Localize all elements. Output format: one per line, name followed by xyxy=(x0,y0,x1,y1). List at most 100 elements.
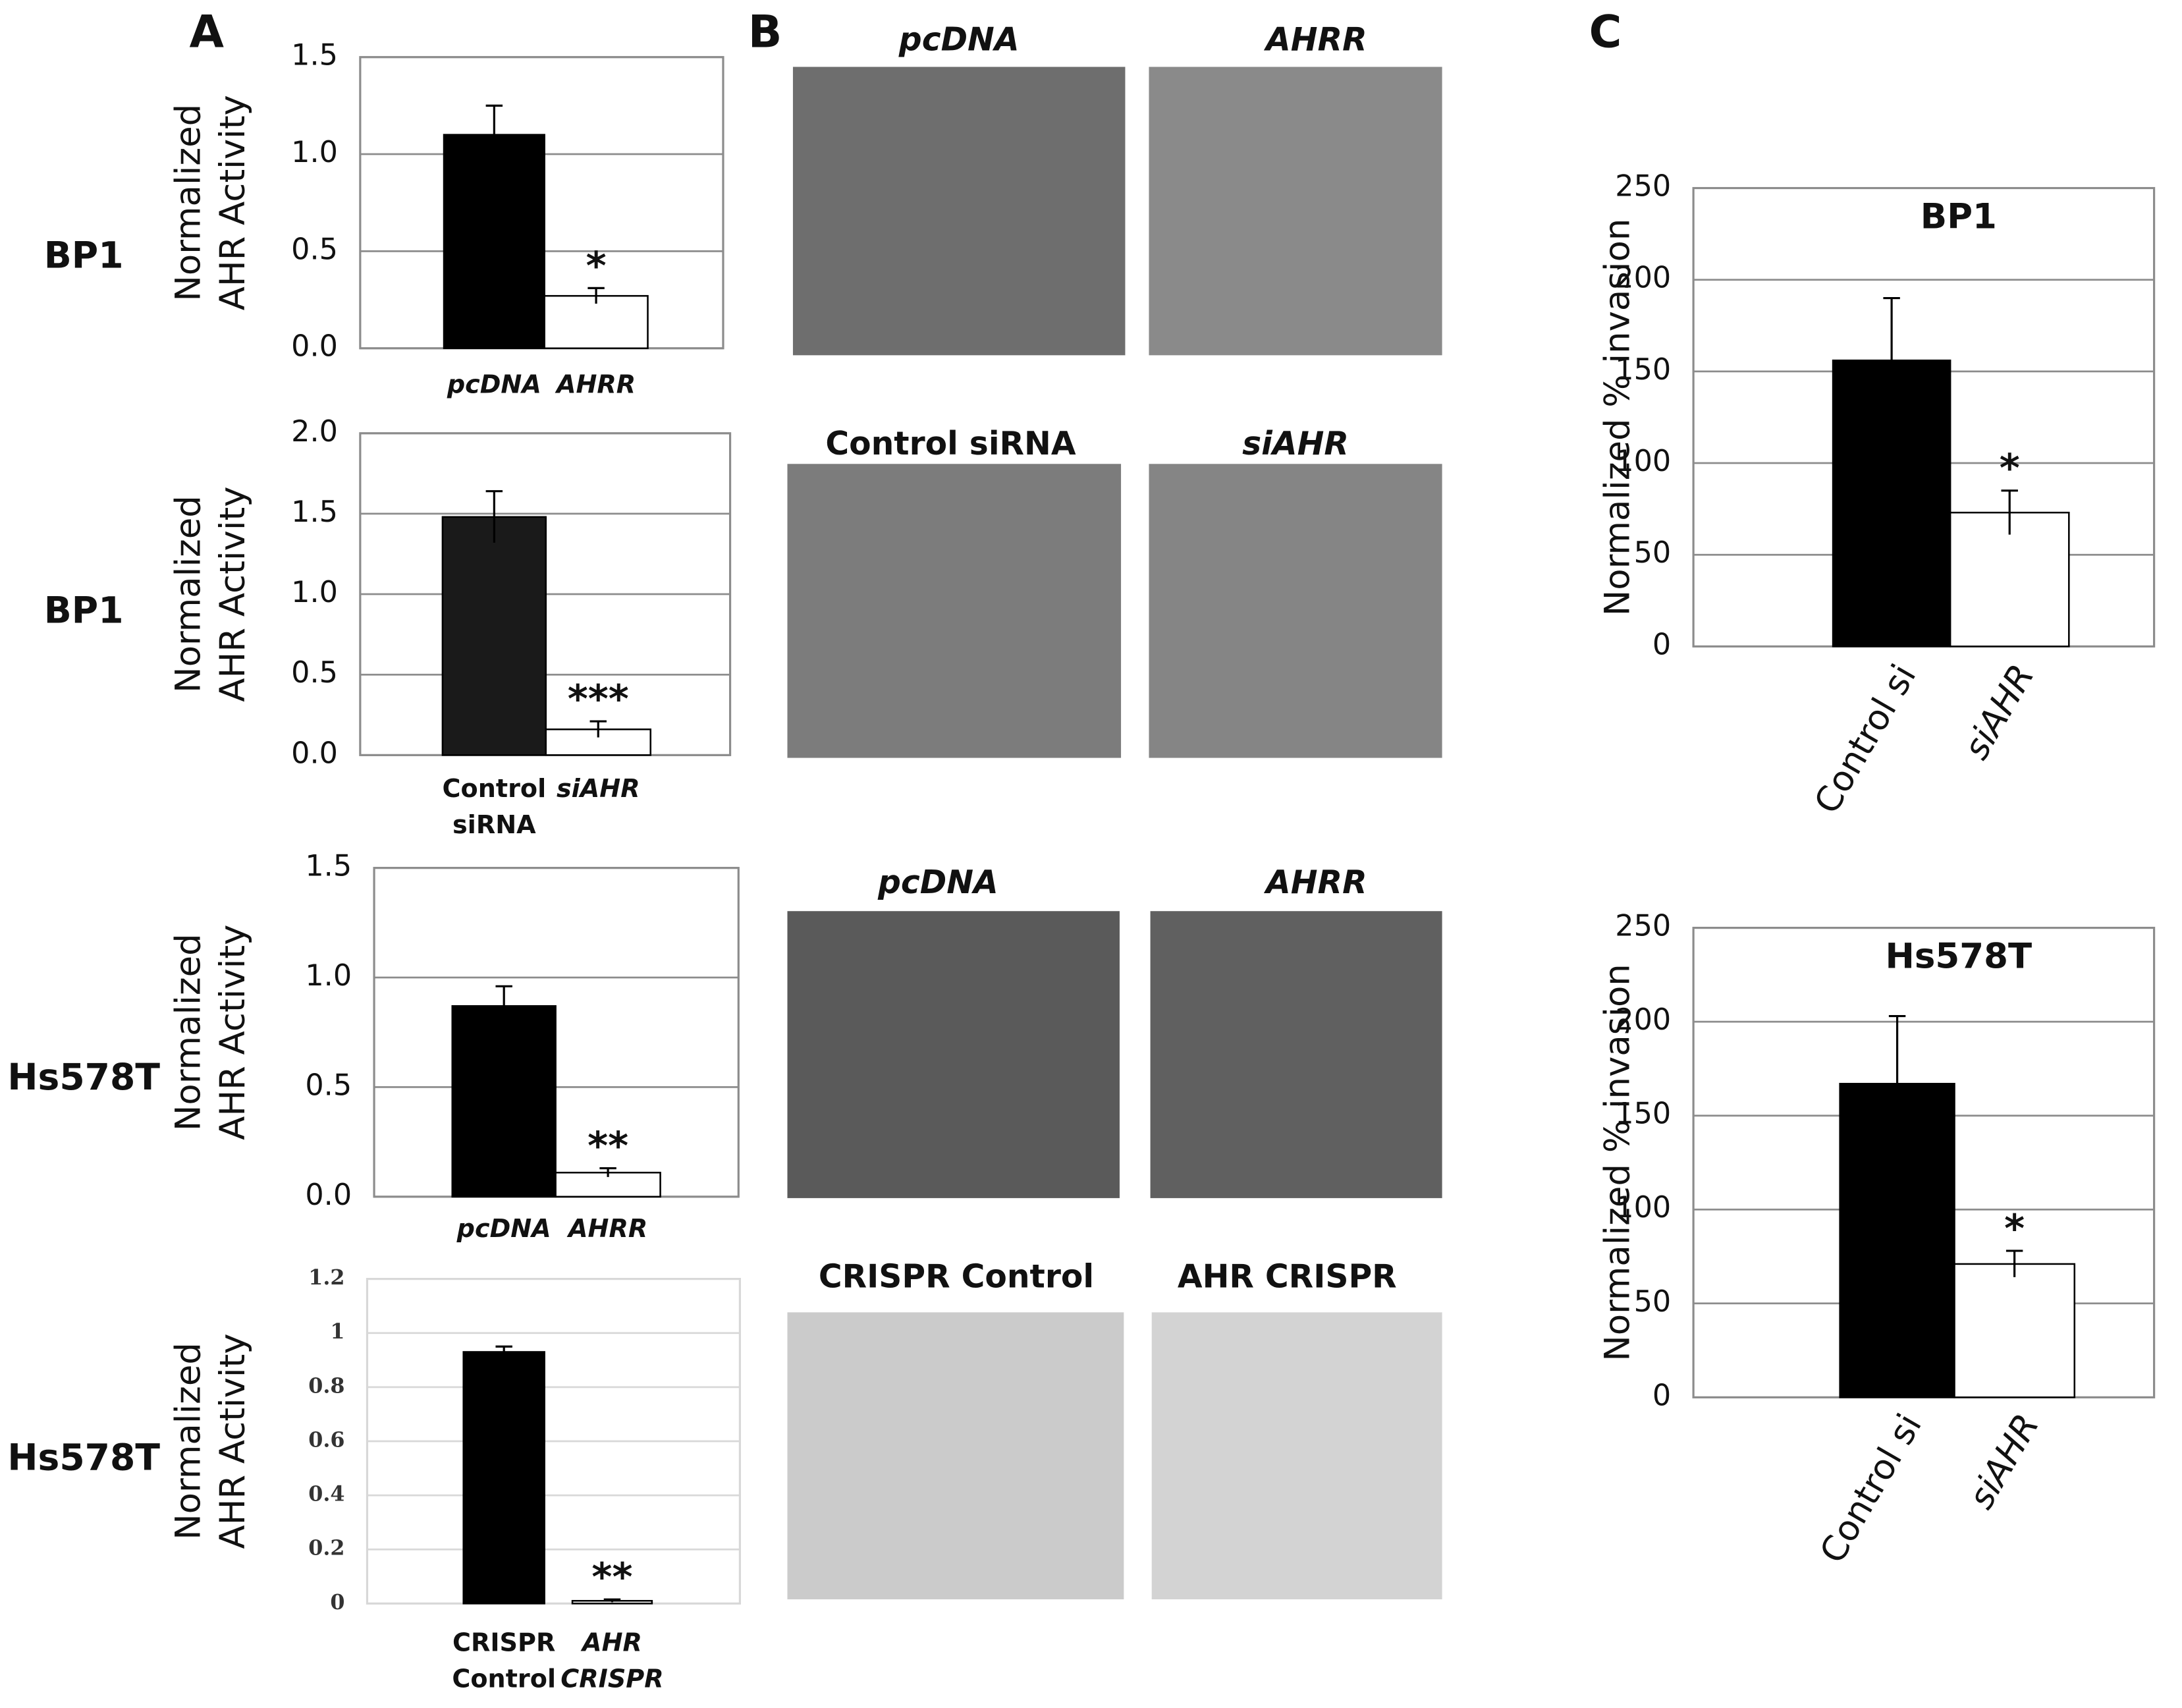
error-bar xyxy=(589,720,607,738)
y-tick-label: 0.5 xyxy=(291,656,338,690)
x-tick-label: pcDNA xyxy=(447,370,541,399)
error-bar xyxy=(495,985,512,1026)
bar xyxy=(1953,1263,2076,1398)
y-tick-label: 0.5 xyxy=(305,1068,352,1102)
significance-label: * xyxy=(586,243,607,289)
x-tick-label: Control si xyxy=(1807,658,1924,821)
x-tick-label: CRISPR Control xyxy=(452,1628,556,1693)
y-tick-label: 0.6 xyxy=(308,1427,344,1452)
y-tick-label: 1.0 xyxy=(305,959,352,993)
significance-label: ** xyxy=(587,1123,628,1169)
y-axis-label: Normalized % invasion xyxy=(1597,219,1637,617)
x-tick-label: siAHR xyxy=(557,774,640,803)
y-tick-label: 50 xyxy=(1634,1285,1672,1319)
error-bar xyxy=(599,1167,616,1177)
image-caption: siAHR xyxy=(1242,426,1349,462)
y-tick-label: 0.5 xyxy=(291,233,338,266)
error-bar xyxy=(1883,296,1900,423)
y-tick-label: 1.0 xyxy=(291,576,338,609)
y-tick-label: 2.0 xyxy=(291,415,338,449)
chart-title: Hs578T xyxy=(1886,937,2032,977)
y-tick-label: 1 xyxy=(330,1319,344,1344)
significance-label: *** xyxy=(568,676,629,722)
micrograph xyxy=(1149,67,1442,356)
x-tick-label: siAHR xyxy=(1956,658,2042,767)
micrograph xyxy=(787,911,1120,1198)
error-bar xyxy=(603,1598,621,1603)
y-tick-label: 0.0 xyxy=(291,736,338,770)
panel-letter: C xyxy=(1589,5,1622,57)
y-tick-label: 200 xyxy=(1615,1003,1671,1037)
y-tick-label: 0.0 xyxy=(291,330,338,364)
x-tick-label: AHRR xyxy=(566,1214,647,1243)
image-caption: AHRR xyxy=(1263,21,1367,58)
x-tick-label: Control siRNA xyxy=(442,774,546,839)
image-caption: pcDNA xyxy=(877,864,998,901)
error-bar xyxy=(1888,1015,1906,1151)
micrograph xyxy=(787,1312,1124,1600)
y-tick-label: 200 xyxy=(1615,262,1671,295)
image-caption: Control siRNA xyxy=(825,426,1076,462)
y-tick-label: 0 xyxy=(330,1590,344,1614)
y-tick-label: 1.5 xyxy=(291,39,338,72)
micrograph xyxy=(787,464,1122,758)
bar xyxy=(441,516,547,756)
error-bar xyxy=(587,287,605,304)
bar xyxy=(1949,511,2070,647)
y-tick-label: 1.0 xyxy=(291,136,338,169)
x-tick-label: siAHR xyxy=(1961,1407,2048,1516)
y-tick-label: 0.4 xyxy=(308,1482,344,1506)
significance-label: * xyxy=(2004,1206,2025,1252)
y-axis-label: Normalized AHR Activity xyxy=(168,95,253,310)
micrograph xyxy=(1149,464,1442,758)
y-tick-label: 250 xyxy=(1615,170,1671,204)
y-tick-label: 0.0 xyxy=(305,1178,352,1212)
micrograph xyxy=(1150,911,1442,1198)
error-bar xyxy=(495,1345,512,1358)
significance-label: * xyxy=(2000,445,2020,491)
row-label: Hs578T xyxy=(7,1437,160,1479)
y-tick-label: 0 xyxy=(1652,628,1671,661)
chart-title: BP1 xyxy=(1921,197,1997,237)
row-label: Hs578T xyxy=(7,1056,160,1098)
y-tick-label: 1.5 xyxy=(291,495,338,529)
y-tick-label: 0.2 xyxy=(308,1536,344,1560)
y-tick-label: 150 xyxy=(1615,1097,1671,1131)
row-label: BP1 xyxy=(44,590,124,632)
bar xyxy=(543,294,649,350)
error-bar xyxy=(485,490,503,543)
y-tick-label: 1.2 xyxy=(308,1265,344,1290)
error-bar xyxy=(2005,1250,2023,1277)
x-tick-label: pcDNA xyxy=(456,1214,551,1243)
image-caption: AHR CRISPR xyxy=(1178,1259,1397,1296)
panel-letter: B xyxy=(748,5,782,57)
y-axis-label: Normalized AHR Activity xyxy=(168,925,253,1140)
y-tick-label: 100 xyxy=(1615,445,1671,478)
y-axis-label: Normalized AHR Activity xyxy=(168,486,253,702)
bar xyxy=(451,1005,557,1198)
y-tick-label: 0.8 xyxy=(308,1373,344,1398)
row-label: BP1 xyxy=(44,234,124,276)
y-tick-label: 0 xyxy=(1652,1379,1671,1412)
micrograph xyxy=(792,67,1126,356)
bar xyxy=(462,1351,545,1605)
error-bar xyxy=(485,104,503,164)
y-tick-label: 150 xyxy=(1615,353,1671,387)
image-caption: CRISPR Control xyxy=(819,1259,1094,1296)
y-axis-label: Normalized % invasion xyxy=(1597,964,1637,1362)
significance-label: ** xyxy=(591,1555,632,1600)
x-tick-label: Control si xyxy=(1813,1407,1930,1570)
y-tick-label: 1.5 xyxy=(305,850,352,883)
x-tick-label: AHR CRISPR xyxy=(560,1628,663,1693)
y-axis-label: Normalized AHR Activity xyxy=(168,1333,253,1549)
panel-letter: A xyxy=(189,5,224,57)
error-bar xyxy=(2001,489,2018,535)
y-tick-label: 250 xyxy=(1615,910,1671,943)
y-tick-label: 100 xyxy=(1615,1191,1671,1225)
y-tick-label: 50 xyxy=(1634,536,1672,570)
plot-frame xyxy=(366,1277,741,1605)
micrograph xyxy=(1151,1312,1442,1600)
bar xyxy=(443,134,545,350)
image-caption: AHRR xyxy=(1263,864,1367,901)
